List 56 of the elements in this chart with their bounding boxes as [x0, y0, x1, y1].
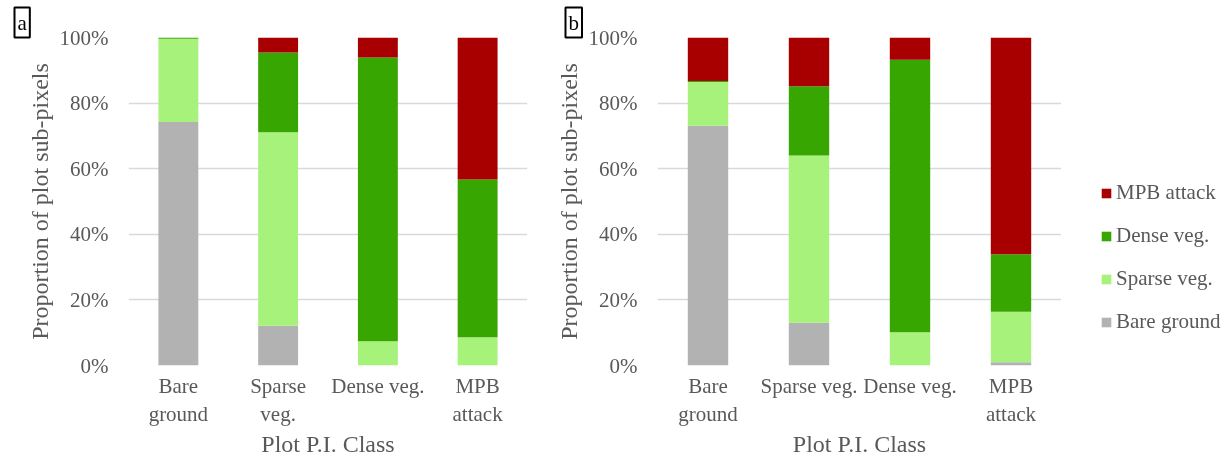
bar — [158, 122, 199, 366]
bar — [258, 52, 299, 133]
bar — [258, 132, 299, 326]
y-tick-label: 40% — [70, 222, 109, 247]
x-tick-label: Bare ground — [148, 373, 209, 427]
y-tick-label: 40% — [599, 222, 638, 247]
chart-title: b — [568, 10, 579, 35]
bar — [788, 155, 830, 323]
bar — [889, 332, 931, 366]
bar — [788, 322, 830, 366]
bar — [889, 59, 931, 333]
bar — [457, 337, 498, 366]
x-tick-label: MPB attack — [452, 373, 504, 427]
chart-title: a — [17, 10, 28, 35]
y-axis-title: Proportion of plot sub-pixels — [26, 63, 53, 340]
x-tick-label: Bare ground — [678, 373, 739, 427]
bar — [687, 37, 729, 82]
y-tick-label: 0% — [609, 353, 638, 378]
x-axis-title: Plot P.I. Class — [261, 431, 395, 458]
y-tick-label: 100% — [59, 25, 109, 50]
y-tick-label: 100% — [588, 25, 638, 50]
bar — [457, 179, 498, 338]
bar — [990, 311, 1032, 363]
y-tick-label: 0% — [80, 353, 109, 378]
y-axis-title: Proportion of plot sub-pixels — [555, 63, 582, 340]
bar — [357, 57, 398, 342]
legend-label: Bare ground — [1116, 309, 1221, 334]
y-tick-label: 20% — [70, 287, 109, 312]
x-tick-label: Sparse veg. — [760, 373, 858, 398]
bar — [788, 86, 830, 156]
bar — [357, 37, 398, 58]
bar — [889, 37, 931, 60]
bar — [258, 325, 299, 366]
bar — [990, 37, 1032, 255]
bar — [158, 38, 199, 123]
bar — [687, 82, 729, 126]
x-tick-label: Sparse veg. — [250, 373, 307, 427]
y-tick-label: 60% — [599, 156, 638, 181]
legend-label: Dense veg. — [1116, 223, 1210, 248]
x-axis-title: Plot P.I. Class — [792, 431, 927, 458]
y-tick-label: 80% — [70, 91, 109, 116]
bar — [788, 37, 830, 87]
x-tick-label: Dense veg. — [863, 373, 957, 398]
y-tick-label: 20% — [599, 287, 638, 312]
legend-label: MPB attack — [1116, 180, 1216, 205]
y-tick-label: 80% — [599, 91, 638, 116]
bar — [258, 37, 299, 53]
y-tick-label: 60% — [70, 156, 109, 181]
bar — [990, 362, 1032, 366]
x-tick-label: MPB attack — [985, 373, 1037, 427]
bar — [687, 125, 729, 366]
bar — [357, 341, 398, 366]
legend-label: Sparse veg. — [1116, 266, 1213, 291]
bar — [457, 37, 498, 180]
bar — [990, 254, 1032, 312]
x-tick-label: Dense veg. — [331, 373, 425, 398]
